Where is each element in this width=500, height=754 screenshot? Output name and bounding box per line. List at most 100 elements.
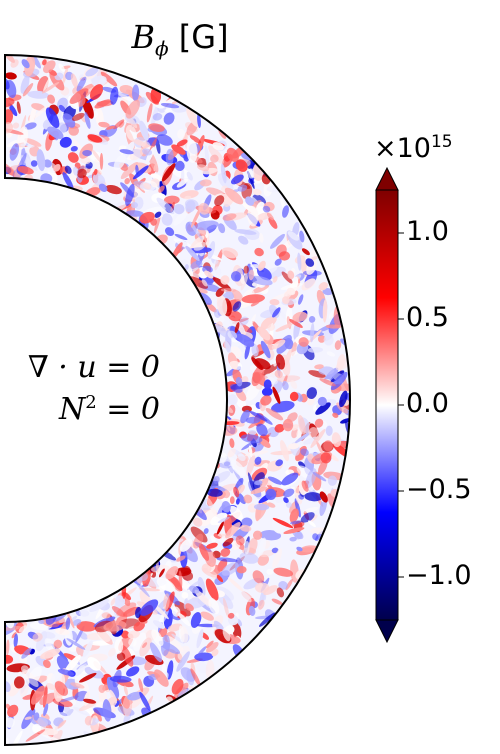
field-blob <box>240 409 250 424</box>
field-blob <box>119 149 134 155</box>
field-blob <box>206 542 218 549</box>
field-blob <box>316 440 324 456</box>
field-blob <box>194 589 212 607</box>
field-blob <box>158 568 165 578</box>
field-blob <box>281 472 299 486</box>
field-blob <box>265 488 277 500</box>
field-blob <box>64 165 72 174</box>
field-blob <box>271 400 295 413</box>
field-blob <box>5 72 17 80</box>
field-blob <box>185 200 196 213</box>
field-blob <box>17 671 30 686</box>
field-blob <box>69 88 89 104</box>
field-blob <box>300 512 315 523</box>
chart-title: Bϕ [G] <box>131 18 229 61</box>
field-blob <box>145 91 160 105</box>
field-blob <box>12 122 20 129</box>
field-blob <box>86 167 91 174</box>
field-blob <box>57 669 75 676</box>
field-blob <box>225 522 241 539</box>
field-blob <box>260 340 271 359</box>
field-blob <box>298 337 309 347</box>
field-blob <box>21 59 30 69</box>
field-blob <box>24 716 32 720</box>
field-blob <box>308 520 316 528</box>
field-blob <box>308 316 316 323</box>
field-blob <box>278 251 291 261</box>
field-blob <box>336 402 348 414</box>
field-blob <box>201 563 212 574</box>
field-blob <box>13 633 18 648</box>
field-blob <box>314 364 324 370</box>
field-blob <box>245 196 255 206</box>
field-blob <box>213 324 232 340</box>
field-blob <box>237 184 248 192</box>
field-blob <box>146 102 153 123</box>
field-blob <box>32 723 42 734</box>
field-blob <box>230 174 244 185</box>
field-blob <box>37 716 49 727</box>
field-blob <box>67 152 79 163</box>
field-blob <box>229 438 235 448</box>
field-blob <box>184 195 192 200</box>
field-blob <box>254 358 271 370</box>
field-blob <box>158 640 181 655</box>
field-blob <box>289 536 297 542</box>
field-blob <box>317 335 326 343</box>
field-blob <box>220 547 231 557</box>
field-blob <box>64 654 81 674</box>
field-blob <box>6 139 20 148</box>
field-blob <box>235 535 245 546</box>
field-blob <box>252 530 263 540</box>
field-blob <box>108 647 116 657</box>
field-blob <box>307 347 324 353</box>
field-blob <box>204 549 216 567</box>
field-blob <box>82 640 93 658</box>
field-blob <box>257 554 270 566</box>
field-blob <box>161 163 176 182</box>
field-blob <box>139 180 157 192</box>
field-blob <box>43 75 52 92</box>
field-blob <box>190 206 202 228</box>
field-blob <box>280 410 285 420</box>
colorbar-tick-label: 1.0 <box>406 216 449 247</box>
field-blob <box>238 235 249 245</box>
field-blob <box>245 416 261 424</box>
field-blob <box>261 387 273 397</box>
field-blob <box>259 530 282 541</box>
annotation-brunt: N2 = 0 <box>59 392 160 427</box>
field-blob <box>39 692 58 706</box>
field-blob <box>151 629 164 647</box>
field-blob <box>289 508 299 523</box>
field-blob <box>305 258 315 267</box>
field-blob <box>300 545 319 553</box>
field-blob <box>322 288 334 296</box>
field-blob <box>180 168 185 186</box>
field-blob <box>297 252 302 271</box>
field-blob <box>275 459 284 467</box>
field-blob <box>181 591 189 599</box>
field-blob <box>258 599 265 610</box>
field-blob <box>213 620 225 633</box>
field-blob <box>249 410 268 422</box>
field-blob <box>152 620 166 629</box>
field-blob <box>98 121 110 128</box>
field-blob <box>272 548 282 569</box>
field-blob <box>87 134 103 143</box>
field-blob <box>248 605 256 616</box>
field-blob <box>133 621 145 632</box>
field-blob <box>266 212 274 221</box>
field-blob <box>197 164 209 172</box>
field-blob <box>91 149 102 163</box>
field-blob <box>276 375 301 383</box>
field-blob <box>260 315 277 330</box>
field-blob <box>229 496 235 504</box>
field-blob <box>334 340 342 350</box>
field-blob <box>254 247 264 257</box>
field-blob <box>332 412 339 418</box>
field-blob <box>84 111 91 129</box>
field-blob <box>254 480 263 486</box>
field-blob <box>241 405 252 413</box>
field-blob <box>126 666 140 677</box>
